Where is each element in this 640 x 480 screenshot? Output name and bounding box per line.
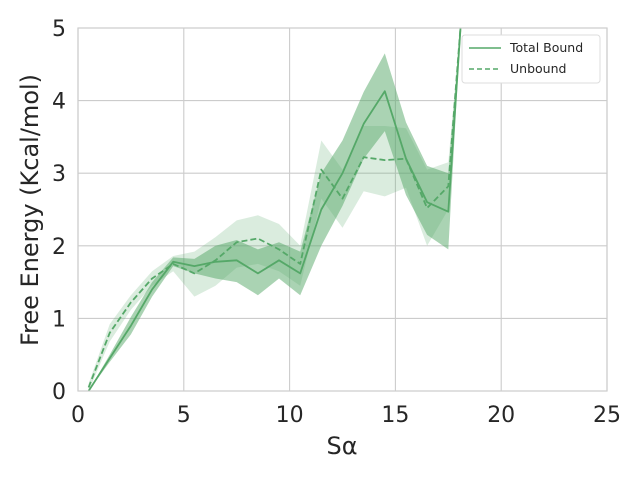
- x-tick-label: 0: [71, 403, 85, 428]
- x-tick-label: 20: [487, 403, 515, 428]
- legend-box: [461, 34, 601, 84]
- y-tick-label: 1: [52, 307, 66, 332]
- x-tick-label: 25: [593, 403, 621, 428]
- plot-background: [78, 28, 607, 391]
- y-axis-label: Free Energy (Kcal/mol): [16, 74, 44, 346]
- legend-label-total-bound: Total Bound: [509, 40, 583, 55]
- y-tick-label: 0: [52, 380, 66, 405]
- x-axis-label: Sα: [326, 432, 357, 460]
- plot-frame: [77, 27, 608, 392]
- y-tick-label: 3: [52, 162, 66, 187]
- x-axis-ticks: 0 5 10 15 20 25: [71, 403, 621, 428]
- y-tick-label: 5: [52, 17, 66, 42]
- series-lines: [87, 28, 462, 391]
- legend-label-unbound: Unbound: [510, 61, 566, 76]
- x-tick-label: 10: [276, 403, 304, 428]
- series-line-unbound: [87, 28, 462, 388]
- x-tick-label: 15: [381, 403, 409, 428]
- series-line-total-bound: [87, 28, 462, 391]
- y-tick-label: 4: [52, 90, 66, 115]
- legend: Total Bound Unbound: [461, 34, 601, 84]
- y-axis-ticks: 0 1 2 3 4 5: [52, 17, 66, 405]
- y-tick-label: 2: [52, 235, 66, 260]
- x-tick-label: 5: [177, 403, 191, 428]
